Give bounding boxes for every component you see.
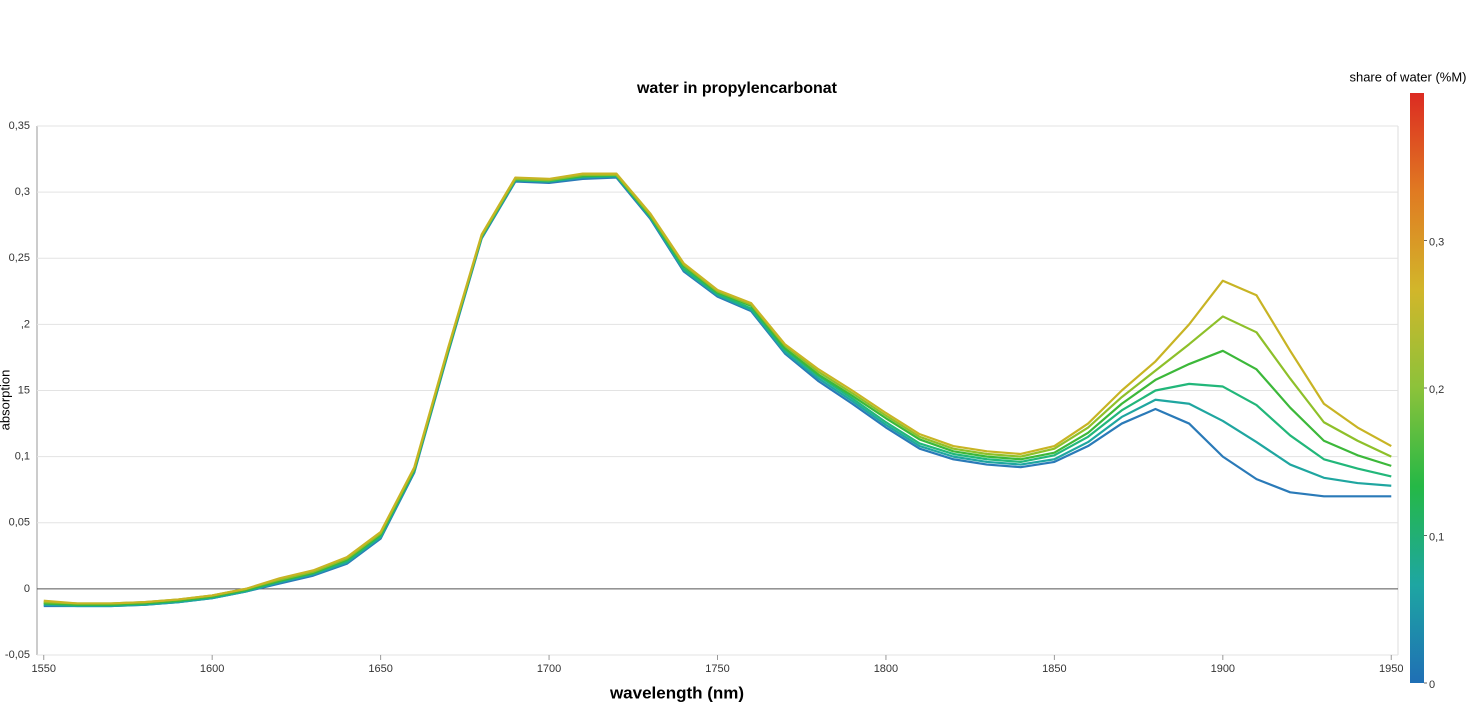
colorbar-title: share of water (%M) (1349, 69, 1466, 84)
x-axis-label: wavelength (nm) (609, 683, 744, 702)
spectrum-line (43, 173, 1392, 605)
spectrum-line (43, 173, 1392, 606)
x-tick-label: 1650 (368, 663, 392, 675)
colorbar (1410, 93, 1424, 683)
y-tick-label: 15 (18, 384, 30, 396)
x-tick-label: 1550 (31, 663, 55, 675)
x-tick-label: 1900 (1211, 663, 1235, 675)
x-tick-label: 1700 (537, 663, 561, 675)
y-tick-label: 0,05 (9, 517, 30, 529)
colorbar-tick-label: 0 (1429, 679, 1435, 691)
spectrum-line (43, 176, 1392, 608)
x-tick-label: 1800 (874, 663, 898, 675)
x-tick-label: 1750 (705, 663, 729, 675)
y-tick-label: ,2 (21, 318, 30, 330)
y-tick-label: 0,25 (9, 252, 30, 264)
y-tick-label: 0,3 (15, 186, 30, 198)
spectrum-line (43, 172, 1392, 605)
x-tick-label: 1600 (200, 663, 224, 675)
colorbar-tick-label: 0,3 (1429, 236, 1444, 248)
x-tick-label: 1850 (1042, 663, 1066, 675)
spectrum-line (43, 175, 1392, 608)
y-tick-label: 0,35 (9, 120, 30, 132)
y-tick-label: -0,05 (5, 649, 30, 661)
x-tick-label: 1950 (1379, 663, 1403, 675)
chart-title: water in propylencarbonat (636, 80, 838, 97)
y-tick-label: 0 (24, 583, 30, 595)
colorbar-tick-label: 0,1 (1429, 531, 1444, 543)
y-axis-label: absorption (0, 370, 12, 431)
y-tick-label: 0,1 (15, 451, 30, 463)
colorbar-tick-label: 0,2 (1429, 384, 1444, 396)
